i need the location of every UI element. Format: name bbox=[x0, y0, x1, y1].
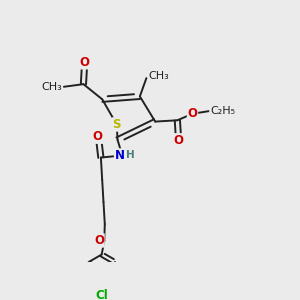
Text: CH₃: CH₃ bbox=[41, 82, 62, 92]
Text: O: O bbox=[93, 130, 103, 143]
Text: H: H bbox=[126, 151, 134, 160]
Text: O: O bbox=[94, 234, 104, 247]
Text: CH₃: CH₃ bbox=[148, 70, 169, 80]
Text: O: O bbox=[188, 107, 197, 120]
Text: O: O bbox=[80, 56, 89, 69]
Text: N: N bbox=[115, 149, 124, 162]
Text: O: O bbox=[173, 134, 183, 147]
Text: S: S bbox=[112, 118, 121, 131]
Text: C₂H₅: C₂H₅ bbox=[210, 106, 235, 116]
Text: Cl: Cl bbox=[95, 290, 108, 300]
